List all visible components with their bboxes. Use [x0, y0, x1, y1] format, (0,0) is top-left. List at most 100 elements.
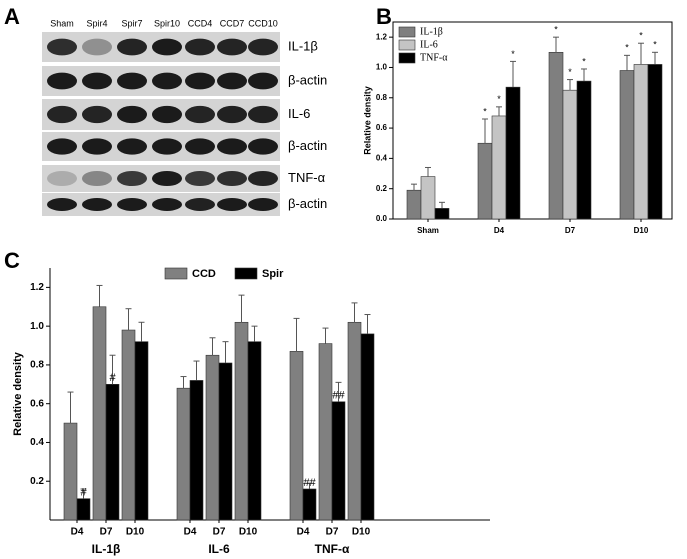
blot-band — [152, 38, 182, 56]
bar — [105, 384, 120, 521]
blot-band — [152, 170, 182, 187]
bar — [289, 351, 304, 521]
y-tick-label: 0.6 — [30, 398, 44, 409]
bar — [176, 387, 191, 521]
row-label: β-actin — [288, 72, 327, 87]
blot-band — [217, 138, 247, 155]
y-tick-label: 0.2 — [30, 476, 44, 487]
plot-frame — [392, 21, 673, 220]
blot-band — [217, 72, 247, 90]
bar — [134, 341, 149, 521]
y-tick-label: 0.8 — [376, 93, 388, 102]
blot-band — [117, 138, 147, 155]
y-tick-label: 1.0 — [30, 321, 44, 332]
x-tick-label: D10 — [239, 527, 258, 538]
row-label: β-actin — [288, 196, 327, 211]
blot-band — [185, 72, 215, 90]
blot-band — [82, 138, 112, 155]
annotation: * — [497, 94, 501, 104]
y-tick-label: 0.4 — [376, 153, 388, 162]
lane-label: CCD7 — [220, 18, 245, 28]
blot-band — [248, 138, 278, 155]
y-tick-label: 0.8 — [30, 360, 44, 371]
y-tick-label: 0.4 — [30, 437, 44, 448]
annotation: ## — [332, 390, 345, 402]
legend-label: CCD — [192, 268, 216, 280]
blot-band — [217, 198, 247, 211]
blot-band — [117, 105, 147, 124]
blot-band — [152, 198, 182, 211]
bar — [434, 208, 450, 220]
lane-label: Spir4 — [86, 18, 107, 28]
row-label: β-actin — [288, 138, 327, 153]
lane-label: Spir7 — [121, 18, 142, 28]
blot-band — [248, 198, 278, 211]
annotation: ## — [303, 477, 316, 489]
bar — [619, 70, 635, 220]
annotation: * — [639, 31, 643, 41]
blot-band — [47, 138, 77, 155]
group-label: IL-6 — [208, 542, 230, 556]
x-tick-label: D7 — [565, 226, 576, 235]
x-tick-label: D4 — [184, 527, 197, 538]
x-tick-label: D4 — [494, 226, 505, 235]
blot-band — [185, 138, 215, 155]
legend-swatch — [398, 52, 416, 64]
annotation: # — [109, 372, 116, 384]
blot-band — [185, 105, 215, 124]
bar — [406, 189, 422, 220]
lane-label: CCD10 — [248, 18, 278, 28]
bar — [76, 498, 91, 521]
blot-band — [248, 105, 278, 124]
bar — [302, 488, 317, 521]
bar — [318, 343, 333, 521]
blot-band — [82, 170, 112, 187]
blot-band — [217, 170, 247, 187]
x-tick-label: D4 — [71, 527, 84, 538]
blot-band — [248, 170, 278, 187]
y-tick-label: 1.2 — [30, 282, 44, 293]
bar — [189, 380, 204, 521]
annotation: * — [554, 25, 558, 35]
x-tick-label: D7 — [213, 527, 226, 538]
lane-label: Sham — [50, 18, 74, 28]
bar — [205, 354, 220, 521]
annotation: * — [483, 106, 487, 116]
y-tick-label: 0.2 — [376, 184, 388, 193]
blot-band — [82, 105, 112, 124]
bar — [247, 341, 262, 521]
x-tick-label: D7 — [100, 527, 113, 538]
bar — [360, 333, 375, 521]
legend-label: IL-6 — [420, 39, 438, 50]
blot-band — [117, 170, 147, 187]
row-label: IL-6 — [288, 106, 310, 121]
blot-band — [47, 72, 77, 90]
row-label: TNF-α — [288, 170, 326, 185]
bar — [633, 64, 649, 220]
y-axis-label: Relative density — [362, 86, 372, 155]
y-tick-label: 0.0 — [376, 214, 388, 223]
bar — [647, 64, 663, 220]
blot-band — [47, 198, 77, 211]
bar — [218, 362, 233, 521]
group-label: IL-1β — [92, 542, 121, 556]
bar — [63, 422, 78, 521]
blot-band — [117, 38, 147, 56]
blot-band — [185, 38, 215, 56]
blot-band — [217, 38, 247, 56]
panel-label: B — [376, 4, 392, 29]
y-tick-label: 1.2 — [376, 32, 388, 41]
legend-swatch — [234, 267, 258, 280]
blot-band — [47, 170, 77, 187]
legend-label: TNF-α — [420, 52, 448, 63]
x-tick-label: D7 — [326, 527, 339, 538]
legend-swatch — [398, 26, 416, 38]
blot-band — [248, 38, 278, 56]
blot-band — [117, 198, 147, 211]
bar — [505, 86, 521, 220]
bar — [347, 321, 362, 521]
panel-label: C — [4, 248, 20, 273]
legend-swatch — [164, 267, 188, 280]
lane-label: CCD4 — [188, 18, 213, 28]
